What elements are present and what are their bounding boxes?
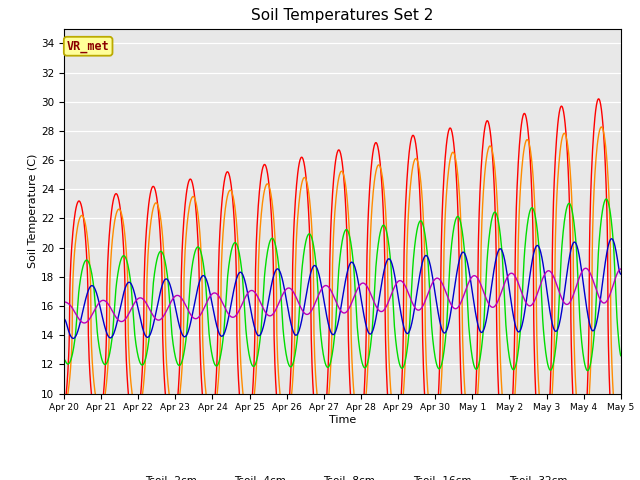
- Text: VR_met: VR_met: [67, 40, 109, 53]
- X-axis label: Time: Time: [329, 415, 356, 425]
- Legend: Tsoil -2cm, Tsoil -4cm, Tsoil -8cm, Tsoil -16cm, Tsoil -32cm: Tsoil -2cm, Tsoil -4cm, Tsoil -8cm, Tsoi…: [113, 472, 572, 480]
- Y-axis label: Soil Temperature (C): Soil Temperature (C): [28, 154, 38, 268]
- Title: Soil Temperatures Set 2: Soil Temperatures Set 2: [252, 9, 433, 24]
